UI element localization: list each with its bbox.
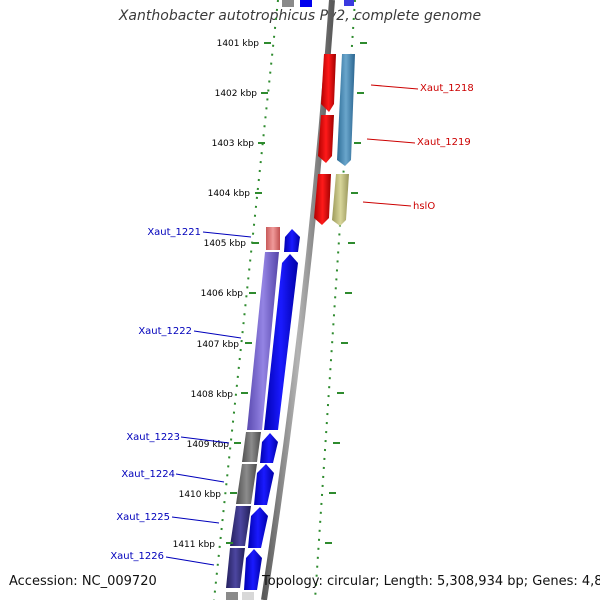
gene-label-xaut-1222[interactable]: Xaut_1222 (138, 326, 192, 337)
tick-label: 1404 kbp (208, 189, 251, 199)
tick-label: 1402 kbp (215, 89, 258, 99)
gene-label-xaut-1225[interactable]: Xaut_1225 (116, 512, 170, 523)
tick-label: 1409 kbp (187, 440, 230, 450)
gene-xaut-1218[interactable] (321, 54, 336, 112)
gene-label-xaut-1219[interactable]: Xaut_1219 (417, 137, 471, 148)
tick-label: 1411 kbp (173, 540, 216, 550)
cds-xaut-1222[interactable] (264, 254, 298, 430)
tick-label: 1410 kbp (179, 490, 222, 500)
tick-labels: 1401 kbp 1402 kbp 1403 kbp 1404 kbp 1405… (173, 39, 260, 550)
gene-xaut-1219[interactable] (318, 115, 334, 163)
gene-xaut-1226[interactable] (226, 548, 245, 588)
gene-xaut-1223[interactable] (242, 432, 261, 462)
gene-label-xaut-1226[interactable]: Xaut_1226 (110, 551, 164, 562)
cds-xaut-1225[interactable] (248, 507, 268, 548)
map-title: Xanthobacter autotrophicus Py2, complete… (118, 8, 482, 24)
cds-xaut-1223[interactable] (260, 433, 278, 463)
tick-label: 1407 kbp (197, 340, 240, 350)
label-leaders-reverse (165, 231, 252, 566)
tick-marks (226, 42, 271, 544)
inner-ruler-line (213, 0, 279, 600)
outer-ruler-dashes (325, 42, 367, 544)
gene-label-xaut-1218[interactable]: Xaut_1218 (420, 83, 474, 94)
cds-xaut-1224[interactable] (254, 464, 274, 505)
gene-hslo[interactable] (314, 174, 331, 225)
tick-label: 1405 kbp (204, 239, 247, 249)
gene-partial-top-gray (282, 0, 294, 7)
label-leaders-forward (362, 84, 419, 207)
gene-xaut-1225[interactable] (230, 506, 251, 546)
gene-labels: Xaut_1218 Xaut_1219 hslO Xaut_1221 Xaut_… (110, 83, 473, 562)
gene-partial-bottom-white (242, 592, 254, 600)
forward-genes (314, 54, 355, 226)
gene-label-xaut-1223[interactable]: Xaut_1223 (126, 432, 180, 443)
topology-text: Topology: circular; Length: 5,308,934 bp… (262, 574, 600, 589)
cds-hslo[interactable] (332, 174, 349, 226)
gene-xaut-1221[interactable] (266, 227, 280, 250)
tick-label: 1401 kbp (217, 39, 260, 49)
gene-partial-top-blue-right (344, 0, 354, 6)
gene-partial-top-blue (300, 0, 312, 7)
gene-label-xaut-1224[interactable]: Xaut_1224 (121, 469, 175, 480)
reverse-genes (226, 227, 300, 590)
tick-label: 1408 kbp (191, 390, 234, 400)
tick-label: 1406 kbp (201, 289, 244, 299)
gene-xaut-1224[interactable] (236, 464, 257, 504)
cds-xaut-1226[interactable] (244, 549, 262, 590)
cds-xaut-1221[interactable] (284, 229, 300, 252)
tick-label: 1403 kbp (212, 139, 255, 149)
gene-partial-bottom-gray (226, 592, 238, 600)
gene-label-hslo[interactable]: hslO (413, 201, 435, 212)
gene-label-xaut-1221[interactable]: Xaut_1221 (147, 227, 201, 238)
cds-xaut-1218[interactable] (337, 54, 355, 166)
gene-xaut-1222[interactable] (247, 252, 279, 430)
accession-text: Accession: NC_009720 (9, 574, 157, 589)
